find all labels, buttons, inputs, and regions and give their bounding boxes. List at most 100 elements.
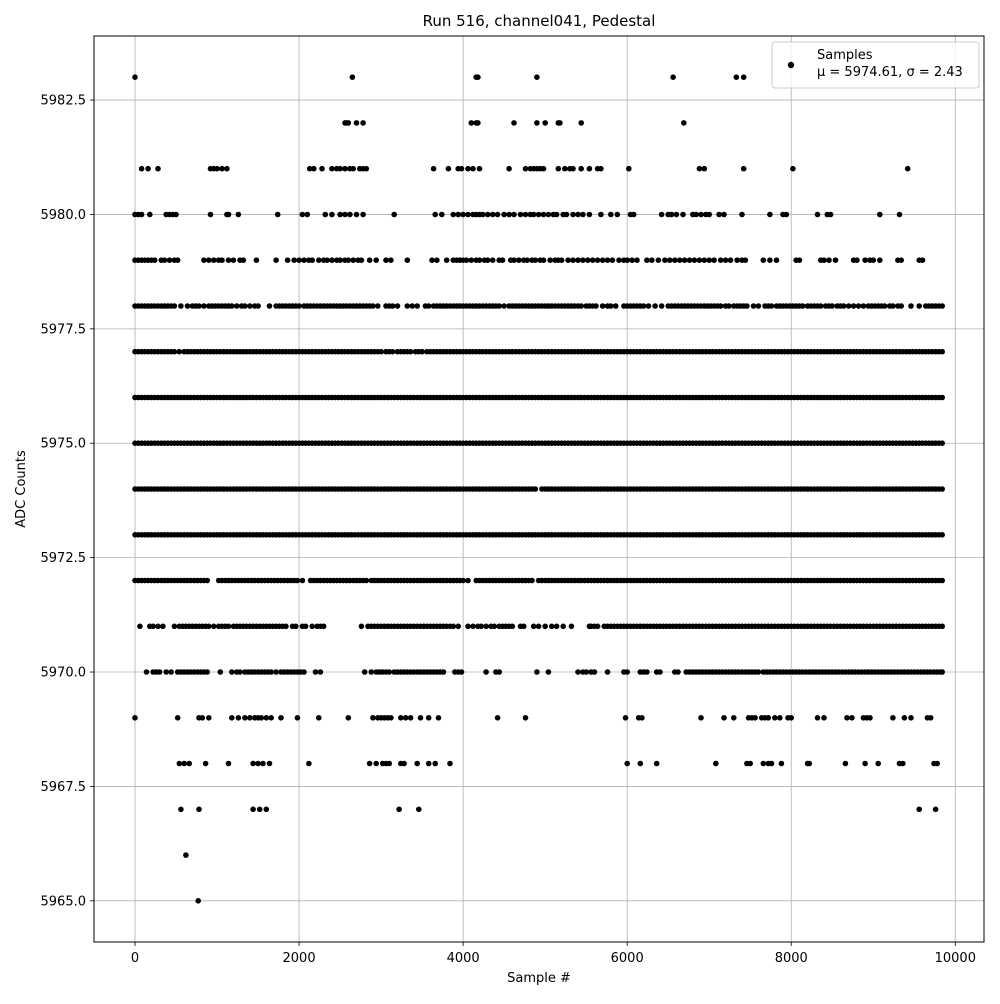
data-point	[765, 715, 772, 721]
data-point	[726, 303, 732, 309]
data-point	[337, 257, 343, 264]
data-point	[388, 257, 394, 264]
data-point	[580, 211, 586, 218]
data-point	[711, 257, 717, 264]
data-point	[394, 303, 401, 309]
data-point	[494, 211, 501, 218]
data-point	[768, 303, 775, 309]
data-point	[608, 211, 614, 218]
data-point	[186, 760, 192, 767]
data-point	[256, 806, 263, 813]
data-point	[773, 257, 780, 264]
data-point	[586, 211, 593, 218]
data-point	[425, 303, 432, 309]
data-point	[429, 257, 435, 264]
data-point	[389, 348, 396, 355]
data-point	[904, 165, 911, 172]
data-point	[273, 257, 279, 264]
data-point	[306, 760, 312, 767]
data-point	[637, 760, 644, 767]
legend-stats: μ = 5974.61, σ = 2.43	[817, 65, 963, 80]
data-point	[534, 120, 540, 126]
data-point	[511, 120, 517, 126]
x-tick-label: 4000	[447, 951, 480, 966]
data-point	[370, 715, 376, 721]
data-point	[783, 211, 790, 218]
data-point	[670, 74, 676, 80]
data-point	[634, 257, 640, 264]
data-point	[491, 623, 498, 630]
data-point	[468, 120, 475, 126]
data-point	[586, 165, 593, 172]
data-point	[235, 211, 242, 218]
data-point	[425, 760, 432, 767]
data-point	[585, 257, 591, 264]
data-point	[137, 623, 143, 630]
data-point	[299, 211, 306, 218]
data-point	[877, 257, 883, 264]
data-point	[201, 257, 207, 264]
data-point	[266, 760, 273, 767]
data-point	[181, 760, 187, 767]
data-point	[465, 165, 471, 172]
data-point	[337, 165, 343, 172]
data-point	[760, 760, 767, 767]
y-axis-ticks: 5965.0 5967.5 5970.0 5972.5 5975.0 5977.5 5980…	[41, 94, 94, 909]
data-point	[361, 669, 368, 675]
data-point	[445, 165, 452, 172]
data-point	[173, 211, 179, 218]
data-point	[877, 211, 883, 218]
data-point	[329, 257, 335, 264]
data-point	[516, 257, 522, 264]
data-point	[777, 715, 783, 721]
data-point	[171, 348, 178, 355]
data-point	[230, 257, 237, 264]
data-point	[680, 211, 686, 218]
data-point	[752, 715, 758, 721]
data-point	[589, 257, 596, 264]
data-point	[450, 211, 457, 218]
data-point	[150, 623, 156, 630]
data-point	[644, 257, 650, 264]
data-point	[890, 303, 896, 309]
data-point	[263, 806, 270, 813]
data-point	[939, 532, 945, 538]
data-point	[701, 165, 708, 172]
data-point	[166, 257, 173, 264]
data-point	[599, 303, 606, 309]
data-point	[196, 806, 202, 813]
data-point	[939, 440, 945, 447]
data-point	[532, 257, 539, 264]
data-point	[483, 623, 489, 630]
data-point	[658, 211, 665, 218]
data-point	[255, 303, 261, 309]
data-point	[501, 303, 507, 309]
data-point	[229, 303, 235, 309]
data-point	[750, 303, 757, 309]
data-point	[253, 257, 260, 264]
x-tick-label: 0	[131, 951, 139, 966]
data-point	[496, 303, 503, 309]
data-point	[867, 715, 873, 721]
data-point	[489, 257, 496, 264]
data-point	[465, 211, 471, 218]
data-point	[535, 623, 542, 630]
data-point	[499, 257, 506, 264]
data-point	[850, 303, 857, 309]
data-point	[696, 257, 703, 264]
data-point	[484, 211, 491, 218]
y-tick-label: 5965.0	[41, 894, 87, 909]
data-point	[233, 303, 240, 309]
data-point	[739, 211, 745, 218]
data-point	[155, 165, 161, 172]
data-point	[855, 303, 862, 309]
data-point	[760, 257, 767, 264]
data-point	[484, 257, 491, 264]
data-point	[721, 715, 727, 721]
data-point	[532, 486, 539, 492]
data-point	[176, 760, 183, 767]
data-point	[506, 211, 512, 218]
data-point	[870, 257, 877, 264]
data-point	[818, 303, 824, 309]
